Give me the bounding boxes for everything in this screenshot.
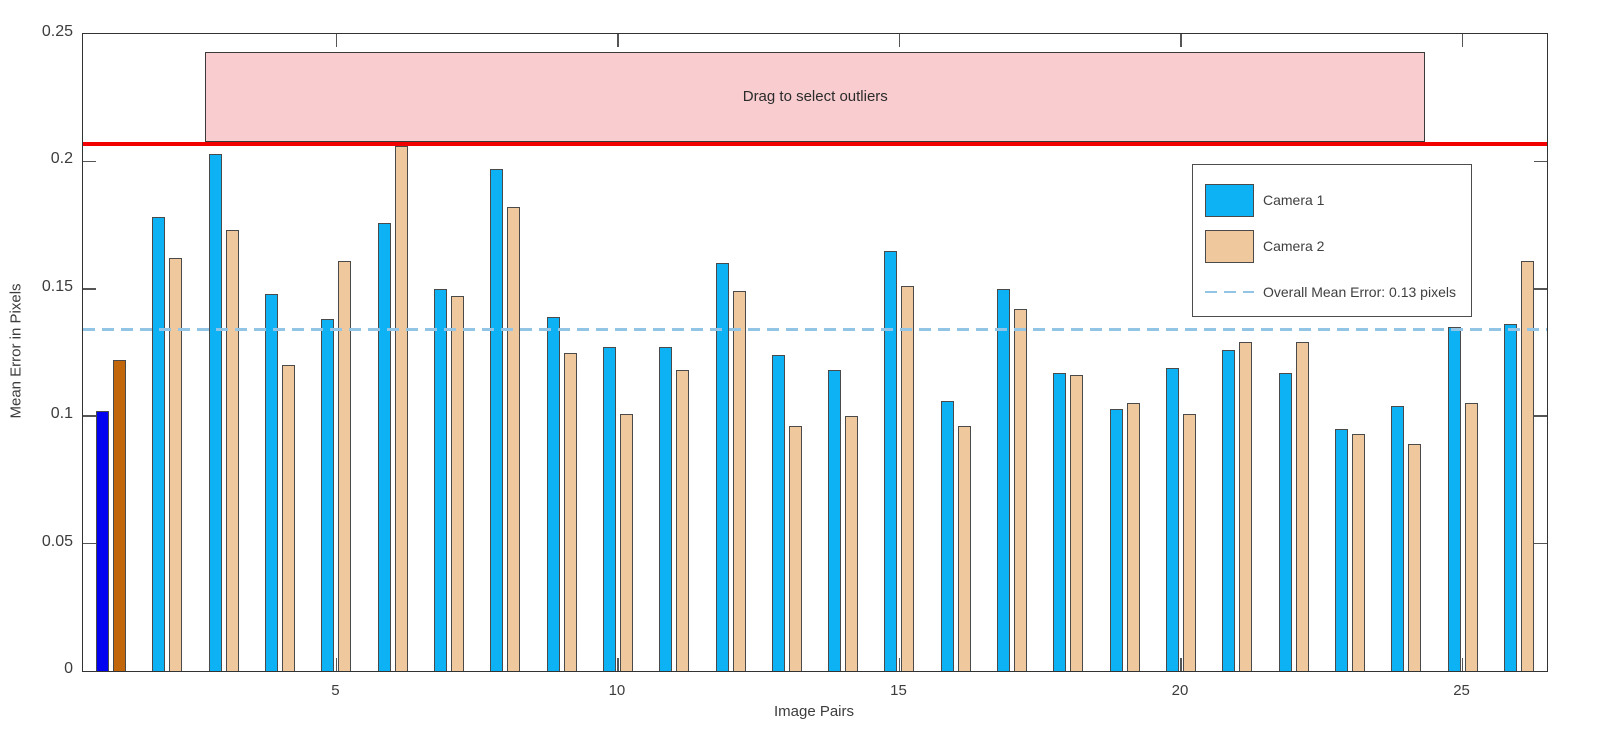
bar-camera1-pair-11[interactable] [659, 347, 673, 671]
x-tick-bottom [617, 658, 619, 671]
mean-line-dash-icon [1205, 290, 1254, 294]
bar-camera1-pair-20[interactable] [1166, 367, 1179, 671]
bar-camera1-pair-15[interactable] [884, 250, 898, 671]
bar-camera1-pair-3[interactable] [208, 153, 222, 671]
bar-camera2-pair-17[interactable] [1014, 309, 1028, 671]
bar-camera1-pair-4[interactable] [265, 293, 279, 671]
y-tick-right [1534, 288, 1547, 290]
y-tick-left [83, 160, 96, 163]
legend-row-mean-error: Overall Mean Error: 0.13 pixels [1205, 269, 1471, 315]
bar-camera2-pair-3[interactable] [225, 230, 239, 671]
y-tick-right [1534, 160, 1547, 163]
y-tick-label: 0 [64, 660, 73, 677]
x-axis-label: Image Pairs [773, 703, 855, 720]
x-tick-bottom [1180, 658, 1182, 671]
bar-camera2-pair-9[interactable] [563, 352, 577, 671]
bar-camera1-pair-13[interactable] [771, 355, 785, 671]
bar-camera2-pair-16[interactable] [957, 426, 971, 671]
bar-camera1-pair-9[interactable] [546, 316, 560, 671]
bar-camera2-pair-21[interactable] [1239, 342, 1253, 671]
legend-label-mean-error: Overall Mean Error: 0.13 pixels [1263, 284, 1456, 300]
x-tick-top [1180, 34, 1182, 47]
bar-camera2-pair-18[interactable] [1070, 375, 1084, 671]
x-tick-label: 25 [1453, 682, 1470, 699]
plot-area[interactable]: Drag to select outliers [82, 33, 1548, 672]
bar-camera2-pair-14[interactable] [845, 416, 859, 671]
x-tick-bottom [335, 658, 338, 671]
bar-camera2-pair-24[interactable] [1408, 444, 1422, 671]
bar-camera1-pair-2[interactable] [152, 217, 166, 671]
bar-camera2-pair-8[interactable] [507, 207, 521, 671]
bar-camera1-pair-25[interactable] [1447, 327, 1461, 671]
bar-camera1-pair-21[interactable] [1222, 349, 1236, 671]
bar-camera1-pair-16[interactable] [940, 400, 954, 671]
x-tick-top [1461, 34, 1464, 47]
legend-row-camera2: Camera 2 [1205, 223, 1471, 269]
bar-camera1-pair-7[interactable] [434, 288, 447, 671]
bar-camera2-pair-13[interactable] [788, 426, 802, 671]
legend-label-camera2: Camera 2 [1263, 238, 1325, 254]
y-axis-label: Mean Error in Pixels [7, 283, 25, 419]
bar-camera2-pair-2[interactable] [169, 258, 183, 671]
bar-camera1-pair-6[interactable] [377, 222, 391, 671]
bar-camera2-pair-15[interactable] [901, 286, 915, 671]
y-tick-label: 0.05 [41, 532, 73, 550]
bar-camera2-pair-23[interactable] [1351, 434, 1365, 671]
camera2-swatch-icon [1205, 229, 1254, 263]
x-tick-top [617, 34, 619, 47]
bar-camera2-pair-10[interactable] [619, 413, 633, 671]
bar-camera1-pair-17[interactable] [997, 288, 1011, 671]
x-tick-bottom [1461, 658, 1464, 671]
bar-camera2-pair-1[interactable] [113, 360, 127, 671]
bar-camera1-pair-5[interactable] [321, 319, 335, 671]
bar-camera2-pair-22[interactable] [1295, 342, 1309, 671]
x-tick-label: 15 [890, 682, 907, 699]
bar-camera1-pair-10[interactable] [602, 347, 616, 671]
selection-region-label: Drag to select outliers [742, 88, 888, 106]
legend-row-camera1: Camera 1 [1205, 177, 1471, 223]
bar-camera1-pair-18[interactable] [1053, 372, 1067, 671]
y-tick-right [1534, 542, 1547, 545]
bar-camera2-pair-19[interactable] [1126, 403, 1140, 671]
legend-label-camera1: Camera 1 [1263, 192, 1325, 208]
bar-camera1-pair-8[interactable] [490, 169, 504, 671]
x-tick-top [335, 34, 338, 47]
bar-camera2-pair-11[interactable] [676, 370, 690, 671]
x-tick-label: 10 [608, 682, 626, 699]
x-tick-label: 20 [1171, 682, 1189, 699]
bar-camera2-pair-7[interactable] [451, 296, 464, 671]
y-tick-right [1534, 415, 1547, 417]
y-tick-label: 0.2 [50, 150, 73, 168]
legend: Camera 1 Camera 2 Overall Mean Error: 0.… [1192, 164, 1472, 317]
x-tick-bottom [898, 658, 901, 671]
bar-camera2-pair-4[interactable] [282, 365, 296, 671]
y-tick-label: 0.25 [41, 23, 73, 40]
bar-camera2-pair-6[interactable] [394, 146, 408, 671]
x-tick-label: 5 [331, 682, 340, 699]
bar-camera2-pair-25[interactable] [1464, 403, 1478, 671]
bar-camera2-pair-20[interactable] [1183, 413, 1196, 671]
x-tick-top [898, 34, 901, 47]
y-tick-left [83, 542, 96, 545]
mean-error-line [83, 328, 1547, 331]
bar-camera2-pair-12[interactable] [732, 291, 746, 671]
bar-camera1-pair-1[interactable] [96, 411, 110, 671]
bar-camera1-pair-22[interactable] [1278, 372, 1292, 671]
bar-camera1-pair-23[interactable] [1334, 428, 1348, 671]
y-tick-left [83, 288, 96, 290]
y-tick-left [83, 415, 96, 417]
bar-camera1-pair-14[interactable] [828, 370, 842, 671]
bar-camera1-pair-26[interactable] [1503, 324, 1517, 671]
bar-camera2-pair-5[interactable] [338, 260, 352, 671]
bar-camera1-pair-24[interactable] [1391, 406, 1405, 671]
camera1-swatch-icon [1205, 183, 1254, 217]
bar-camera2-pair-26[interactable] [1520, 260, 1534, 671]
outlier-selection-region[interactable]: Drag to select outliers [205, 51, 1426, 142]
outlier-threshold-line[interactable] [83, 141, 1547, 146]
y-tick-label: 0.15 [41, 277, 73, 295]
bar-camera1-pair-12[interactable] [715, 263, 729, 671]
bar-camera1-pair-19[interactable] [1109, 408, 1123, 671]
y-tick-label: 0.1 [50, 405, 73, 423]
